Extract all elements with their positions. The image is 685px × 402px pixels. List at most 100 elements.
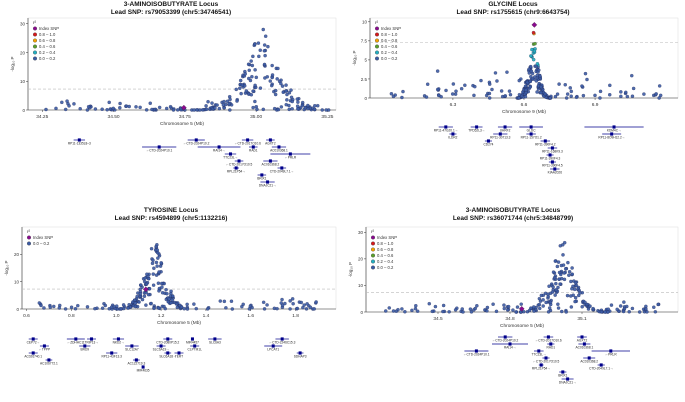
snp-point	[527, 67, 531, 71]
snp-point	[606, 307, 610, 311]
gene-label: BRIX1	[558, 374, 567, 378]
snp-point	[261, 300, 266, 305]
x-tick-label: 6.6	[521, 102, 528, 108]
snp-point	[304, 307, 309, 311]
snp-point	[73, 307, 78, 311]
panel-top-left: 3-AMINOISOBUTYRATE Locus Lead SNP: rs790…	[0, 0, 342, 201]
legend-swatch	[33, 44, 37, 49]
snp-point	[538, 306, 542, 311]
snp-point	[554, 281, 558, 286]
gene-exon	[550, 146, 554, 150]
snp-point	[171, 294, 175, 298]
snp-point	[270, 63, 274, 68]
legend-label: 0.0 – 0.2	[381, 56, 398, 61]
snp-point	[451, 82, 456, 86]
x-tick-label: 35.00	[250, 114, 262, 120]
snp-point	[152, 266, 156, 271]
legend-swatch	[371, 259, 375, 264]
gene-exon	[587, 356, 591, 360]
snp-point	[272, 106, 277, 111]
snp-point	[155, 248, 160, 252]
gene-exon	[610, 132, 614, 136]
snp-point	[156, 281, 161, 285]
snp-point	[124, 104, 129, 108]
snp-point	[247, 76, 251, 81]
snp-point	[126, 306, 130, 310]
snp-point	[577, 293, 581, 298]
snp-point	[312, 107, 317, 112]
snp-point	[239, 91, 243, 96]
gene-exon	[246, 138, 250, 142]
y-tick-label: 30	[20, 22, 26, 27]
gene-label: NKD2→	[113, 341, 125, 345]
snp-point	[548, 96, 552, 100]
gene-label: TTC23L→	[223, 156, 238, 160]
snp-point	[529, 69, 534, 73]
snp-point	[556, 302, 560, 306]
snp-point	[57, 306, 62, 310]
gene-exon	[268, 138, 272, 142]
gene-label: RP11-1335L8–3	[68, 142, 91, 146]
legend-title: r²	[27, 229, 30, 234]
snp-point	[531, 30, 536, 35]
gene-exon	[157, 145, 161, 149]
snp-point	[453, 308, 458, 312]
snp-point	[532, 75, 537, 79]
snp-point	[279, 105, 284, 109]
snp-point	[548, 300, 553, 305]
x-axis-label: Chromosome 9 (Mb)	[502, 109, 546, 115]
snp-point	[44, 107, 48, 112]
gene-label: LPCAT1	[267, 348, 279, 352]
snp-point	[291, 301, 295, 306]
snp-point	[524, 88, 528, 92]
snp-point	[615, 307, 619, 312]
snp-point	[103, 303, 108, 308]
x-tick-label: 35.25	[321, 114, 333, 120]
gene-label: RAD1	[547, 346, 556, 350]
snp-point	[529, 54, 533, 58]
snp-point	[134, 105, 138, 109]
snp-point	[140, 297, 145, 302]
snp-point	[107, 100, 111, 105]
snp-point	[391, 94, 396, 99]
snp-point	[658, 93, 663, 98]
x-tick-label: 34.75	[179, 114, 191, 120]
legend-label: 0.0 – 0.2	[39, 56, 56, 61]
snp-point	[137, 300, 141, 304]
gene-label: AC010368.2	[262, 163, 280, 167]
snp-point	[564, 267, 568, 271]
gene-exon	[260, 173, 264, 177]
snp-point	[249, 93, 254, 97]
snp-point	[303, 106, 308, 110]
gene-label: SDHAP3	[294, 355, 307, 359]
gene-exon	[566, 377, 570, 381]
legend-label: Index SNP	[381, 26, 401, 31]
snp-point	[517, 92, 522, 97]
snp-point	[159, 261, 163, 265]
snp-point	[288, 299, 292, 303]
gene-label: ←CTD-2017O10.5	[533, 360, 560, 364]
snp-point	[433, 304, 438, 309]
gene-exon	[609, 349, 613, 353]
snp-point	[300, 103, 305, 108]
gene-exon	[498, 132, 502, 136]
gene-exon	[166, 351, 170, 355]
snp-point	[430, 309, 435, 314]
x-tick-label: 34.50	[108, 114, 120, 120]
snp-point	[272, 306, 277, 311]
snp-point	[238, 86, 242, 90]
gene-label: BRIX1	[257, 177, 266, 181]
snp-point	[627, 310, 631, 314]
snp-point	[653, 310, 658, 314]
y-tick-label: 5	[364, 58, 367, 63]
snp-point	[577, 288, 581, 293]
gene-label: ←CTD-2017O10.5	[226, 163, 253, 167]
snp-point	[566, 260, 570, 265]
snp-point	[222, 299, 227, 304]
x-tick-label: 6.3	[450, 102, 457, 108]
snp-point	[284, 89, 288, 93]
snp-point	[118, 101, 122, 106]
snp-point	[555, 264, 560, 269]
snp-point	[535, 62, 540, 66]
snp-point	[250, 74, 254, 79]
